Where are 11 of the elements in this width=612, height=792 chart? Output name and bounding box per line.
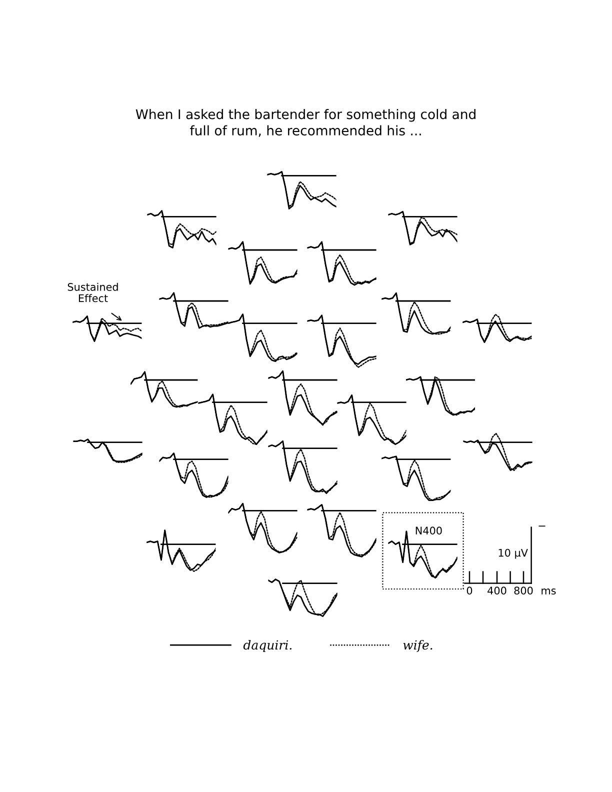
annotation: N400 [416,526,442,535]
text: − [538,526,546,527]
text: 10 µV [498,548,528,559]
legend-label: daquiri. [243,640,292,652]
legend-label: wife. [403,640,432,652]
chart-title: When I asked the bartender for something cold and full of rum, he recommended his ... [136,109,476,137]
text: ms [542,588,556,595]
text: 800 [514,586,533,595]
text: Sustained Effect [68,282,118,302]
text: 0 [466,586,472,595]
text: 400 [488,586,506,595]
